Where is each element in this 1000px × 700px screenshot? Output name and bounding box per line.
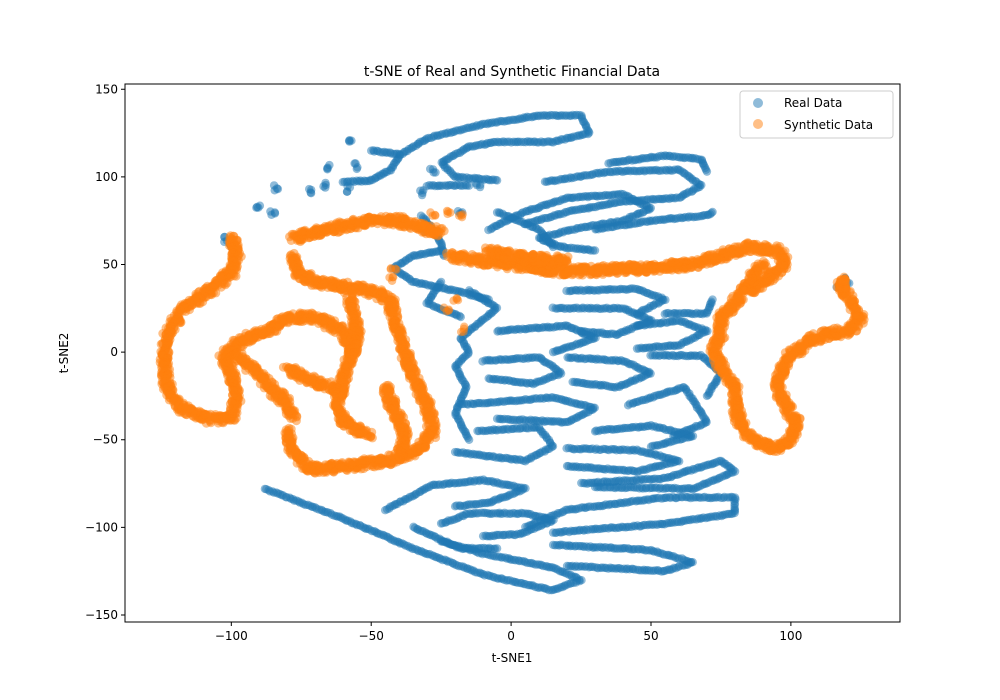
scatter-point [590, 246, 600, 255]
scatter-point [321, 180, 330, 190]
scatter-point [702, 391, 712, 401]
scatter-point [270, 209, 280, 218]
scatter-point [568, 377, 577, 387]
scatter-point [562, 461, 572, 471]
scatter-point [270, 186, 279, 195]
scatter-point [288, 414, 298, 423]
scatter-point [464, 435, 474, 444]
scatter-point [492, 176, 502, 185]
scatter-point [702, 167, 712, 176]
scatter-point [478, 531, 488, 541]
scatter-point [323, 165, 332, 174]
scatter-point [436, 228, 446, 238]
scatter-point [576, 326, 586, 336]
series-real-data [220, 110, 854, 595]
scatter-point [345, 137, 354, 146]
scatter-point [492, 544, 502, 553]
scatter-point [456, 312, 465, 322]
scatter-point [353, 163, 362, 172]
scatter-point [548, 242, 558, 252]
scatter-point [669, 432, 678, 441]
scatter-point [492, 414, 502, 423]
scatter-point [548, 528, 558, 537]
scatter-point [417, 190, 427, 200]
scatter-point [562, 561, 572, 571]
scatter-point [632, 344, 642, 353]
scatter-point [646, 442, 656, 451]
scatter-point [484, 374, 493, 383]
scatter-point [708, 207, 717, 217]
scatter-point [484, 295, 493, 304]
scatter-point [252, 203, 261, 212]
scatter-point [450, 447, 460, 457]
scatter-point [306, 188, 315, 197]
scatter-point [450, 502, 460, 511]
scatter-point [708, 295, 717, 304]
scatter-point [394, 149, 404, 159]
scatter-point [590, 482, 600, 492]
scatter-point [632, 309, 642, 318]
chart-title: t-SNE of Real and Synthetic Financial Da… [364, 64, 660, 80]
scatter-point [431, 168, 440, 177]
series-layer [155, 110, 869, 595]
scatter-point [520, 219, 530, 229]
scatter-point [475, 182, 485, 192]
scatter-point [548, 347, 558, 357]
scatter-point [345, 183, 355, 192]
